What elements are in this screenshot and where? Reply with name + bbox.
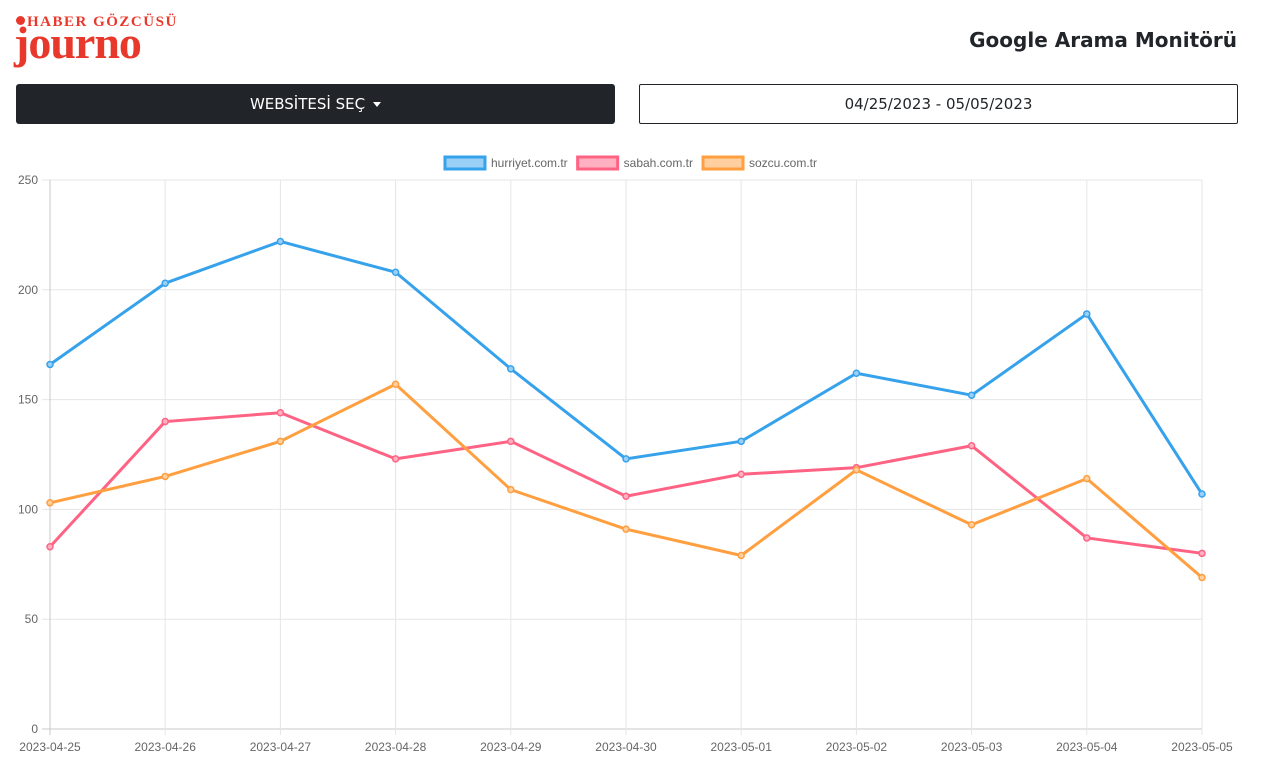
logo-tagline: HABER GÖZCÜSÜ <box>27 14 178 30</box>
chart-axes: 0 50 100 150 200 250 2023-04-25 2023-04-26 2023-… <box>18 173 1233 754</box>
data-point <box>1198 549 1206 558</box>
legend-swatch <box>443 155 487 171</box>
x-tick-label: 2023-04-27 <box>250 740 312 754</box>
data-point <box>852 369 861 377</box>
caret-down-icon <box>373 101 382 107</box>
x-tick-label: 2023-05-04 <box>1056 740 1118 754</box>
x-tick-label: 2023-05-01 <box>711 740 773 754</box>
date-range-input[interactable] <box>639 84 1238 124</box>
data-point <box>507 485 515 494</box>
data-point <box>622 525 630 533</box>
legend-swatch <box>576 155 620 171</box>
legend-label[interactable]: hurriyet.com.tr <box>491 156 568 170</box>
x-tick-label: 2023-04-30 <box>595 740 657 754</box>
legend-label[interactable]: sabah.com.tr <box>624 156 693 170</box>
x-tick-label: 2023-04-29 <box>480 740 542 754</box>
data-point <box>46 542 54 551</box>
data-point <box>276 437 285 446</box>
legend-label[interactable]: sozcu.com.tr <box>749 156 817 170</box>
x-tick-label: 2023-04-25 <box>19 740 81 754</box>
data-point <box>737 551 745 560</box>
data-point <box>967 441 976 450</box>
y-tick-label: 200 <box>18 283 38 297</box>
journo-logo[interactable]: HABER GÖZCÜSÜ journo <box>14 12 186 68</box>
data-point <box>967 391 976 399</box>
page-title: Google Arama Monitörü <box>969 28 1237 52</box>
data-point <box>967 521 976 529</box>
x-tick-label: 2023-04-26 <box>135 740 197 754</box>
data-point <box>276 409 285 417</box>
x-tick-label: 2023-05-05 <box>1171 740 1233 754</box>
data-point <box>46 499 54 507</box>
x-tick-label: 2023-04-28 <box>365 740 427 754</box>
data-point <box>276 237 285 246</box>
y-tick-label: 100 <box>18 502 38 516</box>
data-point <box>852 466 861 474</box>
x-tick-label: 2023-05-02 <box>826 740 888 754</box>
line-chart: 0 50 100 150 200 250 2023-04-25 2023-04-26 2023-… <box>18 155 1233 754</box>
y-tick-label: 0 <box>31 722 38 736</box>
y-tick-label: 250 <box>18 173 38 187</box>
website-select-label: WEBSİTESİ SEÇ <box>249 95 366 113</box>
data-point <box>391 380 400 388</box>
data-point <box>622 455 630 463</box>
data-point <box>507 437 515 446</box>
data-point <box>391 268 400 276</box>
y-tick-label: 50 <box>25 612 39 626</box>
logo-dot-icon <box>16 16 25 25</box>
data-point <box>161 472 169 481</box>
data-point <box>737 437 745 446</box>
data-point <box>46 360 54 369</box>
logo-wordmark: journo <box>14 17 142 68</box>
legend-swatch <box>701 155 745 171</box>
data-point <box>161 279 169 287</box>
data-point <box>1198 573 1206 582</box>
data-point <box>737 470 745 479</box>
y-tick-label: 150 <box>18 393 38 407</box>
website-select-button[interactable]: WEBSİTESİ SEÇ <box>16 84 615 124</box>
data-point <box>507 365 515 373</box>
chart-legend[interactable]: hurriyet.com.tr sabah.com.tr sozcu.com.tr <box>443 155 817 171</box>
x-tick-label: 2023-05-03 <box>941 740 1003 754</box>
data-point <box>161 417 169 426</box>
data-point <box>622 492 630 500</box>
logo-tagline-row: HABER GÖZCÜSÜ <box>16 14 178 30</box>
data-point <box>1083 310 1091 318</box>
data-point <box>1198 490 1206 498</box>
data-point <box>1083 474 1091 483</box>
data-point <box>391 455 400 463</box>
chart-series <box>46 237 1206 582</box>
data-point <box>1083 534 1091 542</box>
